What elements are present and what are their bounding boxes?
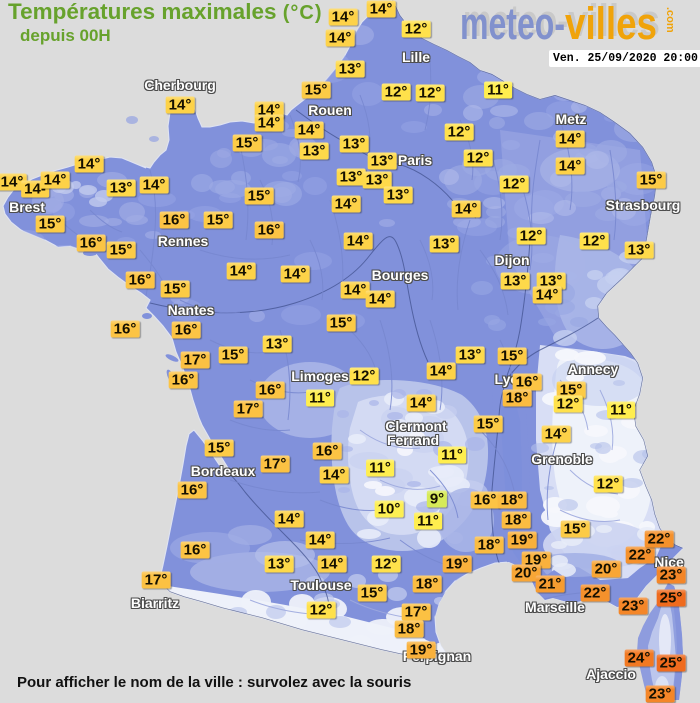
svg-text:meteo-: meteo- (460, 0, 565, 49)
svg-text:villes: villes (568, 0, 660, 46)
svg-text:villes: villes (565, 0, 657, 49)
svg-text:meteo-: meteo- (463, 0, 568, 46)
